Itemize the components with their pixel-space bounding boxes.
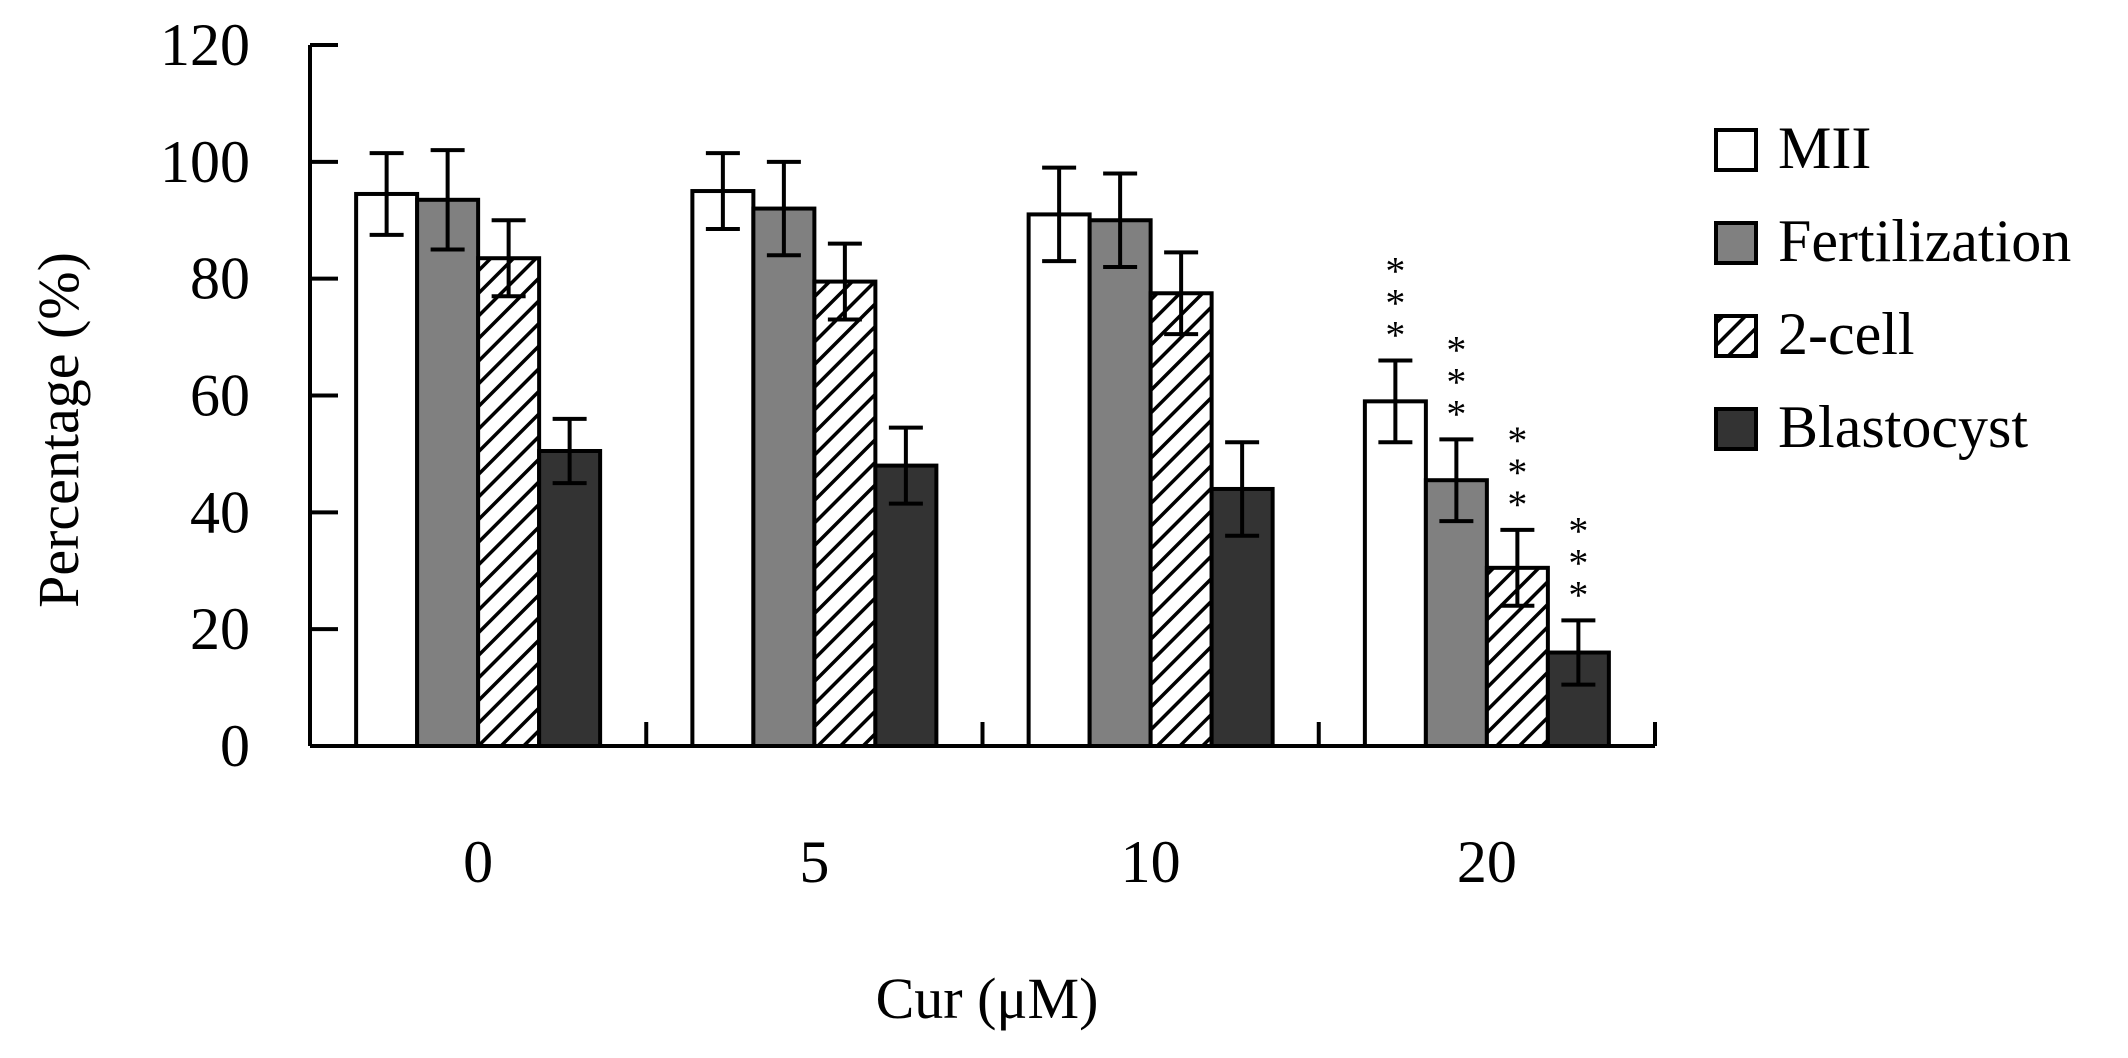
y-tick-label: 20 <box>190 596 250 662</box>
bars-group <box>354 148 1611 749</box>
bar-mii <box>1362 399 1428 748</box>
significance-star: * <box>1446 391 1466 436</box>
significance-star: * <box>1385 280 1405 325</box>
significance-star: * <box>1507 450 1527 495</box>
significance-star: * <box>1568 508 1588 553</box>
bar-fertilization <box>751 206 817 749</box>
y-tick-label: 40 <box>190 479 250 545</box>
bar-2-cell <box>1148 291 1214 748</box>
significance-star: * <box>1568 572 1588 617</box>
y-tick-label: 80 <box>190 246 250 312</box>
bar-mii <box>354 191 420 748</box>
legend-label: Blastocyst <box>1778 394 2028 460</box>
bar-mii <box>690 189 756 748</box>
significance-star: * <box>1446 327 1466 372</box>
y-axis-title: Percentage (%) <box>26 252 91 608</box>
significance-star: * <box>1385 248 1405 293</box>
significance-star: * <box>1507 482 1527 527</box>
significance-star: * <box>1385 312 1405 357</box>
x-tick-label: 0 <box>463 829 493 895</box>
x-tick-label: 5 <box>799 829 829 895</box>
bar-blastocyst <box>537 448 603 748</box>
significance-star: * <box>1446 359 1466 404</box>
significance-star: * <box>1507 418 1527 463</box>
x-tick-label: 10 <box>1121 829 1181 895</box>
bar-mii <box>1026 212 1092 749</box>
y-tick-label: 60 <box>190 363 250 429</box>
significance-star: * <box>1568 540 1588 585</box>
legend-label: 2-cell <box>1778 301 1915 367</box>
x-axis-title: Cur (μM) <box>876 966 1099 1031</box>
legend-label: Fertilization <box>1778 208 2071 274</box>
legend-swatch-mii <box>1714 128 1758 172</box>
y-tick-label: 120 <box>160 12 250 78</box>
bar-fertilization <box>1087 218 1153 748</box>
y-tick-label: 0 <box>220 713 250 779</box>
legend-label: MII <box>1778 115 1871 181</box>
bar-2-cell <box>812 279 878 748</box>
legend-swatch-2-cell <box>1714 314 1758 358</box>
x-tick-label: 20 <box>1457 829 1517 895</box>
bar-blastocyst <box>873 463 939 748</box>
legend-swatch-blastocyst <box>1714 407 1758 451</box>
legend: MII Fertilization 2-cell Blastocyst <box>1714 115 2071 460</box>
legend-swatch-fertilization <box>1714 221 1758 265</box>
y-tick-label: 100 <box>160 129 250 195</box>
bar-2-cell <box>476 256 542 748</box>
bar-fertilization <box>415 197 481 749</box>
